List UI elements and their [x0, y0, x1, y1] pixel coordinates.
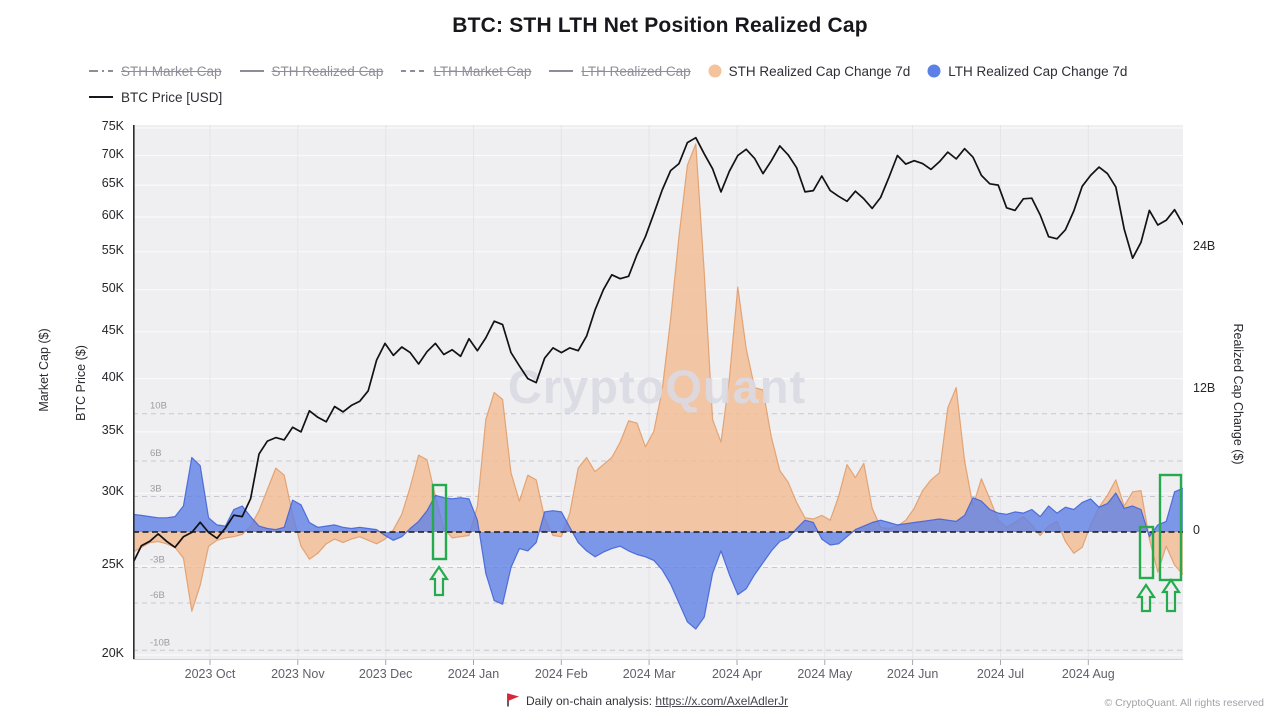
legend-label: LTH Market Cap: [433, 63, 532, 79]
lth-realized-cap-change-area[interactable]: [133, 457, 1183, 630]
legend-item-sth-market-cap[interactable]: STH Market Cap: [88, 64, 222, 79]
month-axis-label: 2023 Oct: [184, 667, 236, 681]
series-line-icon: [89, 96, 113, 98]
inner-tick-label: 3B: [150, 484, 162, 495]
month-axis-label: 2024 Mar: [622, 667, 676, 681]
month-axis-label: 2024 Jul: [976, 667, 1025, 681]
month-axis-label: 2024 Aug: [1061, 667, 1115, 681]
footer-link[interactable]: https://x.com/AxelAdlerJr: [655, 694, 789, 708]
month-axis-label: 2024 May: [797, 667, 853, 681]
legend-label: STH Realized Cap: [271, 63, 384, 79]
price-axis-tick-label: 25K: [101, 557, 124, 572]
inner-tick-label: -3B: [150, 555, 165, 566]
change-axis-tick-label: 12B: [1193, 381, 1216, 395]
plot-background: [133, 125, 1183, 660]
watermark: CryptoQuant: [508, 360, 806, 413]
price-axis-tick-label: 60K: [101, 207, 124, 222]
legend-item-btc-price-usd-[interactable]: BTC Price [USD]: [88, 90, 222, 105]
price-axis-tick-label: 55K: [101, 242, 124, 257]
legend-label: STH Realized Cap Change 7d: [728, 63, 911, 79]
inner-tick-label: -6B: [150, 590, 165, 601]
annotation-box: [431, 483, 448, 561]
series-dot-icon: [708, 64, 722, 78]
price-axis-tick-label: 30K: [101, 484, 124, 499]
series-line-icon: [401, 70, 426, 72]
flag-icon: [507, 693, 519, 707]
series-line-icon: [239, 70, 264, 72]
inner-tick-label: -10B: [150, 637, 170, 648]
copyright-text: © CryptoQuant. All rights reserved: [1104, 697, 1264, 709]
month-axis-label: 2024 Jun: [886, 667, 939, 681]
inner-tick-label: 6B: [150, 448, 162, 459]
price-axis-tick-label: 35K: [101, 422, 124, 437]
legend-row-2: BTC Price [USD]: [88, 86, 239, 108]
up-arrow-annotation: [1135, 583, 1157, 613]
month-axis-label: 2024 Apr: [711, 667, 762, 681]
inner-tick-label: 10B: [150, 401, 167, 412]
legend-label: STH Market Cap: [121, 63, 222, 79]
legend-item-lth-realized-cap[interactable]: LTH Realized Cap: [548, 63, 691, 79]
change-axis-tick-label: 24B: [1193, 239, 1216, 253]
month-axis-label: 2024 Jan: [447, 667, 500, 681]
series-dot-icon: [927, 64, 941, 78]
chart-svg[interactable]: 10B 6B 3B -3B -6B -10B CryptoQuant: [132, 125, 1184, 666]
legend-item-lth-market-cap[interactable]: LTH Market Cap: [400, 64, 531, 79]
price-axis-tick-label: 70K: [101, 146, 124, 161]
legend-label: LTH Realized Cap: [581, 63, 691, 79]
price-axis-tick-label: 65K: [101, 176, 124, 191]
sth-realized-cap-change-area[interactable]: [133, 143, 1183, 612]
month-axis-label: 2024 Feb: [534, 667, 588, 681]
legend-label: BTC Price [USD]: [121, 89, 223, 105]
up-arrow-annotation: [428, 565, 450, 597]
price-axis-tick-label: 75K: [101, 119, 124, 133]
left-axis-title-market-cap: Market Cap ($): [37, 328, 51, 412]
legend-item-sth-realized-cap[interactable]: STH Realized Cap: [239, 63, 384, 79]
series-line-icon: [89, 70, 113, 72]
legend-label: LTH Realized Cap Change 7d: [948, 63, 1128, 79]
footer-note: Daily on-chain analysis: https://x.com/A…: [526, 694, 788, 708]
chart-plot-area[interactable]: 10B 6B 3B -3B -6B -10B CryptoQuant: [132, 125, 1184, 666]
chart-title: BTC: STH LTH Net Position Realized Cap: [452, 14, 868, 37]
month-axis-label: 2023 Dec: [358, 667, 413, 681]
btc-price-line[interactable]: [132, 136, 1184, 564]
legend-item-lth-realized-cap-change-7d[interactable]: LTH Realized Cap Change 7d: [927, 64, 1127, 79]
month-axis-label: 2023 Nov: [271, 667, 325, 681]
annotation-box: [1138, 525, 1155, 580]
legend-item-sth-realized-cap-change-7d[interactable]: STH Realized Cap Change 7d: [708, 63, 911, 79]
change-axis-tick-label: 0: [1193, 523, 1200, 537]
footer-label: Daily on-chain analysis:: [526, 694, 656, 708]
lth-area-outline: [132, 456, 1184, 630]
price-axis-tick-label: 50K: [101, 280, 124, 295]
price-axis-tick-label: 20K: [101, 646, 124, 660]
series-line-icon: [549, 70, 574, 72]
price-axis-tick-label: 45K: [101, 322, 124, 337]
up-arrow-annotation: [1160, 578, 1182, 613]
price-axis-tick-label: 40K: [101, 369, 124, 384]
legend-row-1: STH Market Cap STH Realized Cap LTH Market…: [88, 60, 1144, 82]
